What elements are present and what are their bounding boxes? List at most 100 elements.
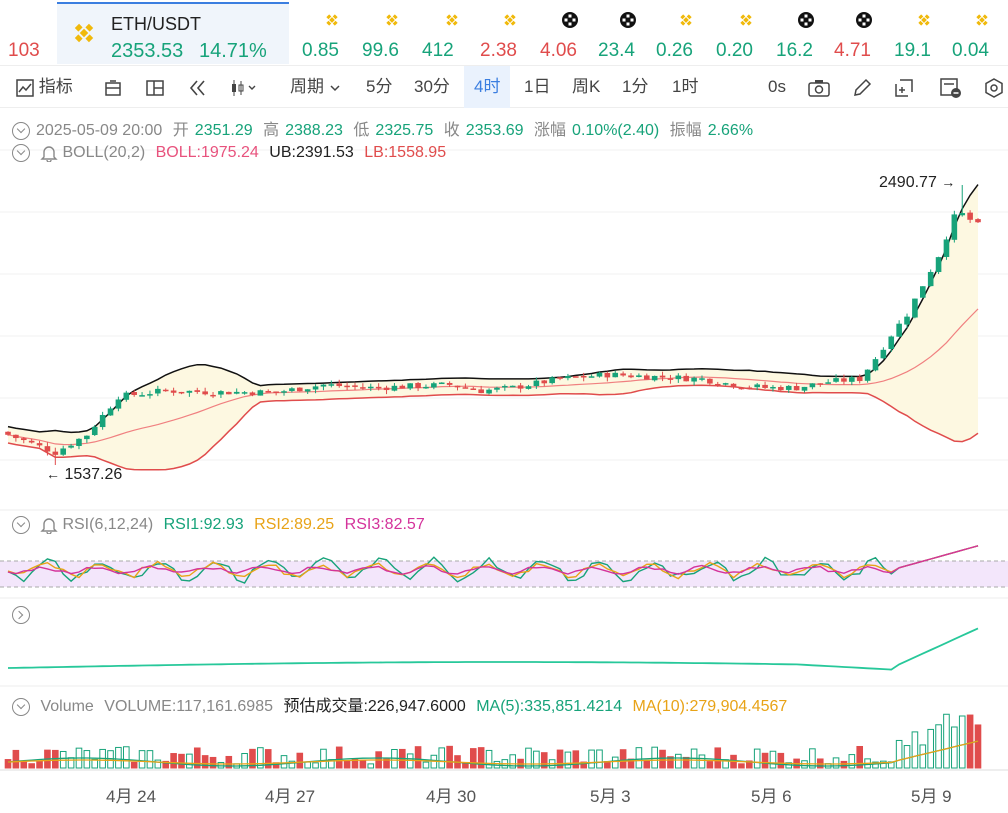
boll-name: BOLL(20,2) [62, 144, 146, 162]
volume-value: VOLUME:117,161.6985 [104, 698, 273, 715]
boll-lower-line [7, 384, 979, 471]
collapse-icon[interactable] [12, 516, 30, 534]
boll-mid-value: BOLL:1975.24 [155, 144, 259, 162]
ticker-item[interactable]: 103 [0, 8, 60, 64]
candle-body [139, 395, 145, 397]
ticker-value: 0.26 [656, 40, 693, 61]
candle-body [352, 385, 358, 387]
chart-toolbar: 指标 周期 5分 30分 4时 1日 周K 1分 1时 0s [0, 66, 1008, 108]
screenshot-button[interactable] [808, 66, 830, 108]
high-value: 2388.23 [285, 122, 343, 139]
active-pair-tab[interactable]: ETH/USDT 2353.53 14.71% [57, 2, 289, 64]
interval-1m[interactable]: 1分 [622, 77, 649, 96]
volume-bar [761, 752, 769, 769]
volume-bar [469, 748, 477, 769]
volume-bar [343, 760, 351, 769]
candle-body [186, 390, 193, 393]
interval-5m[interactable]: 5分 [366, 77, 393, 96]
volume-bar [753, 748, 761, 769]
split-view-button[interactable] [146, 66, 164, 108]
interval-1d[interactable]: 1日 [524, 77, 551, 96]
ticker-item[interactable]: 2.38 [480, 8, 540, 64]
collapse-icon[interactable] [12, 697, 30, 716]
candle-body [675, 375, 682, 380]
volume-bar [154, 759, 162, 769]
ohlc-legend: 2025-05-09 20:00 开 2351.29 高 2388.23 低 2325… [12, 116, 759, 140]
draw-button[interactable] [852, 66, 872, 108]
interval-1h[interactable]: 1时 [672, 77, 699, 96]
rewind-button[interactable] [188, 66, 208, 108]
candle-body [738, 387, 745, 390]
volume-bar [533, 750, 540, 769]
volume-bar [367, 763, 375, 769]
volume-bar [911, 731, 919, 769]
interval-week[interactable]: 周K [572, 77, 601, 96]
volume-bar [635, 747, 643, 769]
candle-body [935, 257, 942, 273]
expand-icon[interactable] [12, 606, 30, 624]
interval-4h[interactable]: 4时 [464, 66, 511, 108]
binance-icon [680, 14, 692, 26]
candle-body [620, 373, 626, 376]
ticker-item[interactable]: 0.20 [716, 8, 776, 64]
bell-icon[interactable] [40, 144, 59, 162]
candle-body [360, 387, 366, 389]
candle-body [573, 376, 579, 378]
ticker-item[interactable]: 16.2 [776, 8, 836, 64]
boll-lb-value: LB:1558.95 [364, 144, 447, 162]
high-marker-value: 2490.77 [879, 174, 937, 191]
ticker-item[interactable]: 0.85 [302, 8, 362, 64]
volume-bar [643, 759, 651, 769]
candle-body [123, 392, 130, 400]
ticker-strip: ETH/USDT 2353.53 14.71% 103 0.85 99.6 412 2.… [0, 0, 1008, 66]
volume-bar [193, 747, 201, 769]
ticker-item[interactable]: 4.71 [834, 8, 894, 64]
boll-mid-line [7, 308, 979, 446]
ticker-value: 4.71 [834, 40, 871, 61]
collapse-icon[interactable] [12, 144, 30, 162]
candle-body [438, 382, 445, 385]
cex-icon [562, 12, 578, 28]
cex-icon [620, 12, 636, 28]
volume-bar [580, 761, 587, 769]
ticker-item[interactable]: 0.04 [952, 8, 1008, 64]
period-dropdown[interactable]: 周期 [290, 66, 341, 108]
candle-body [178, 391, 185, 394]
volume-bar [67, 757, 75, 769]
camera-icon [808, 79, 830, 97]
ticker-item[interactable]: 412 [422, 8, 482, 64]
volume-bar [383, 758, 390, 769]
candle-body [486, 389, 492, 394]
bell-icon[interactable] [40, 516, 59, 534]
candle-body [951, 214, 958, 240]
ticker-item[interactable]: 0.26 [656, 8, 716, 64]
indicators-label: 指标 [38, 77, 73, 96]
interval-30m[interactable]: 30分 [414, 77, 450, 96]
indicators-button[interactable]: 指标 [16, 66, 73, 108]
price-chart[interactable] [0, 108, 1008, 813]
volume-bar [304, 761, 311, 769]
rsi-legend: RSI(6,12,24) RSI1:92.93 RSI2:89.25 RSI3:… [12, 516, 431, 534]
volume-bar [241, 753, 248, 769]
candle-body [580, 375, 587, 378]
ticker-value: 0.04 [952, 40, 989, 61]
volume-bar [903, 745, 911, 769]
collapse-icon[interactable] [12, 121, 30, 140]
ticker-item[interactable]: 99.6 [362, 8, 422, 64]
add-chart-button[interactable] [894, 66, 914, 108]
rsi3-line [7, 545, 979, 576]
candle-type-button[interactable] [230, 66, 258, 108]
volume-bar [170, 753, 177, 769]
ticker-item[interactable]: 23.4 [598, 8, 658, 64]
template-button[interactable] [940, 66, 962, 108]
volume-bar [682, 756, 690, 769]
bag-tool-button[interactable] [104, 66, 122, 108]
volume-bar [958, 715, 966, 769]
ticker-item[interactable]: 4.06 [540, 8, 600, 64]
candle-body [431, 383, 437, 388]
settings-button[interactable] [984, 66, 1004, 108]
ticker-item[interactable]: 19.1 [894, 8, 954, 64]
volume-bar [596, 749, 603, 769]
candle-body [612, 372, 619, 378]
volume-bar [4, 759, 12, 769]
